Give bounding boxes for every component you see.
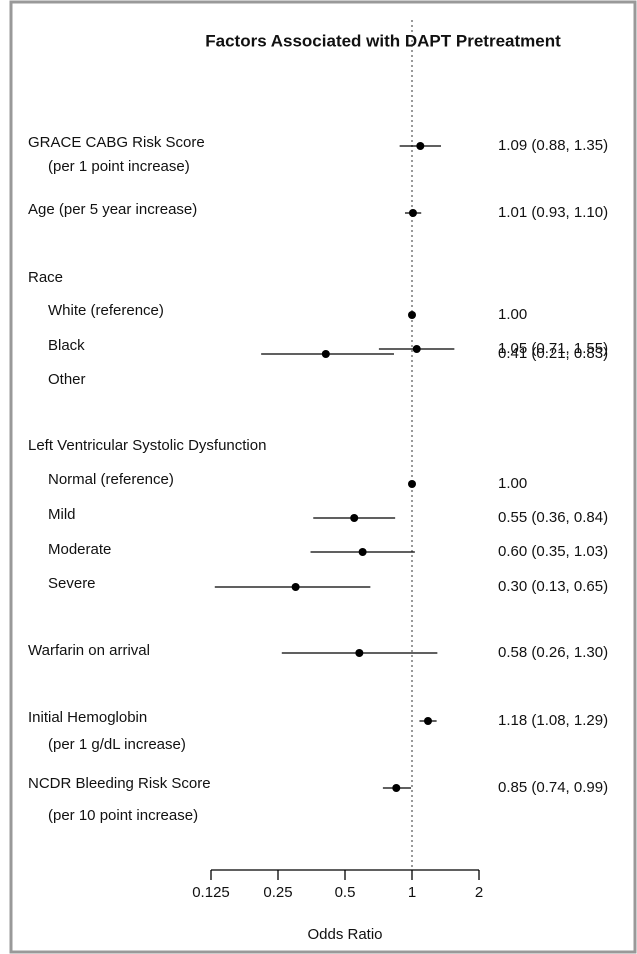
row-label: Race [28, 269, 63, 286]
value-label: 1.00 [498, 475, 527, 492]
x-tick-label: 0.25 [263, 884, 292, 901]
row-label: Severe [48, 575, 96, 592]
row-label: Warfarin on arrival [28, 642, 150, 659]
row-label: Normal (reference) [48, 471, 174, 488]
frame [9, 0, 637, 954]
x-tick-label: 1 [408, 884, 416, 901]
row-label: White (reference) [48, 302, 164, 319]
point-estimate [416, 142, 425, 150]
point-estimate [412, 345, 421, 353]
value-label: 1.18 (1.08, 1.29) [498, 712, 608, 729]
value-label: 1.01 (0.93, 1.10) [498, 204, 608, 221]
point-estimate [423, 717, 432, 725]
point-estimate [408, 209, 417, 217]
row-label: Age (per 5 year increase) [28, 201, 197, 218]
value-label: 0.85 (0.74, 0.99) [498, 779, 608, 796]
point-estimate [321, 350, 330, 358]
value-label: 1.00 [498, 306, 527, 323]
point-estimate [355, 649, 364, 657]
row-label: Other [48, 371, 86, 388]
row-sublabel: (per 1 g/dL increase) [48, 736, 186, 753]
value-label: 0.55 (0.36, 0.84) [498, 509, 608, 526]
value-label: 1.09 (0.88, 1.35) [498, 137, 608, 154]
value-label: 0.60 (0.35, 1.03) [498, 543, 608, 560]
point-estimate [291, 583, 300, 591]
point-estimate [350, 514, 359, 522]
row-sublabel: (per 10 point increase) [48, 807, 198, 824]
value-label: 0.30 (0.13, 0.65) [498, 578, 608, 595]
value-label: 1.05 (0.71, 1.55) [498, 340, 608, 357]
x-axis-label: Odds Ratio [307, 926, 382, 943]
chart-title: Factors Associated with DAPT Pretreatmen… [205, 31, 561, 50]
value-label: 0.41 (0.21, 0.83) [498, 345, 608, 362]
row-label: Moderate [48, 541, 111, 558]
point-estimate [392, 784, 401, 792]
x-tick-label: 0.5 [335, 884, 356, 901]
row-label: Black [48, 337, 85, 354]
x-tick-label: 2 [475, 884, 483, 901]
row-label: NCDR Bleeding Risk Score [28, 775, 211, 792]
row-label: Initial Hemoglobin [28, 709, 147, 726]
point-estimate [408, 311, 416, 319]
row-label: Mild [48, 506, 76, 523]
row-sublabel: (per 1 point increase) [48, 158, 190, 175]
point-estimate [358, 548, 367, 556]
value-label: 0.58 (0.26, 1.30) [498, 644, 608, 661]
x-tick-label: 0.125 [192, 884, 230, 901]
row-label: GRACE CABG Risk Score [28, 134, 205, 151]
row-label: Left Ventricular Systolic Dysfunction [28, 437, 266, 454]
point-estimate [408, 480, 416, 488]
